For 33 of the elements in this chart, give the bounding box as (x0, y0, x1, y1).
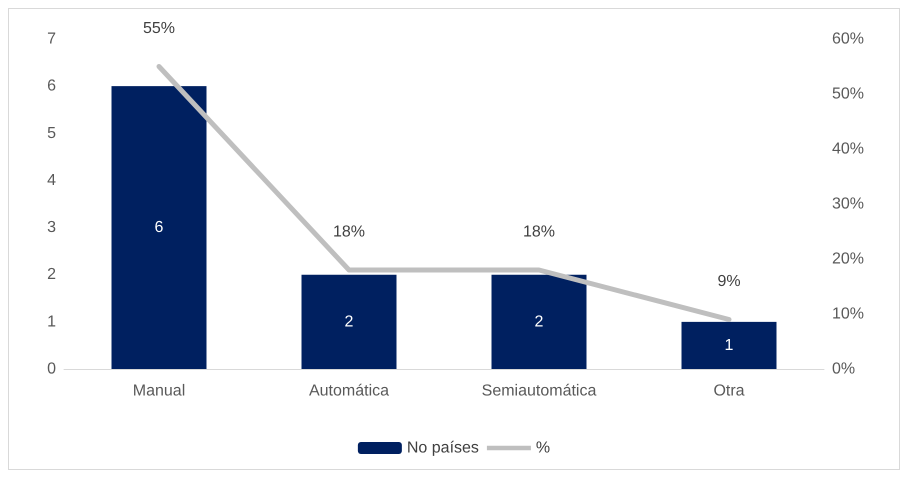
y-tick-label: 7 (47, 30, 56, 48)
y-tick-label: 1 (47, 313, 56, 330)
y-tick-label: 0 (47, 360, 56, 378)
y-tick-label: 4 (47, 172, 56, 189)
data-label: 6 (154, 219, 164, 236)
bar (302, 274, 396, 369)
data-label: 18% (332, 224, 366, 240)
bar (112, 86, 206, 369)
y-tick-label: 5 (47, 124, 56, 142)
legend-label: % (536, 440, 550, 456)
y2-tick-label: 50% (832, 86, 864, 102)
data-label: 1 (724, 336, 734, 354)
y2-tick-label: 20% (832, 250, 864, 268)
legend-label: No países (406, 440, 479, 456)
y-tick-label: 3 (47, 219, 56, 236)
x-tick-label: Manual (132, 382, 186, 400)
y-tick-label: 6 (47, 78, 56, 95)
data-label: 9% (717, 273, 741, 290)
x-tick-label: Semiautomática (482, 382, 596, 400)
y2-tick-label: 30% (832, 196, 864, 212)
data-label: 2 (344, 313, 354, 330)
bar (682, 322, 776, 369)
y2-tick-label: 60% (832, 30, 864, 48)
data-label: 2 (534, 313, 544, 330)
x-tick-label: Otra (713, 382, 745, 400)
data-label: 55% (142, 20, 176, 37)
data-label: 18% (522, 224, 556, 240)
y-tick-label: 2 (47, 266, 56, 284)
bar (492, 274, 586, 369)
x-tick-label: Automática (308, 382, 390, 400)
y2-tick-label: 40% (832, 140, 864, 158)
y2-tick-label: 0% (832, 360, 856, 378)
y2-tick-label: 10% (832, 306, 864, 322)
